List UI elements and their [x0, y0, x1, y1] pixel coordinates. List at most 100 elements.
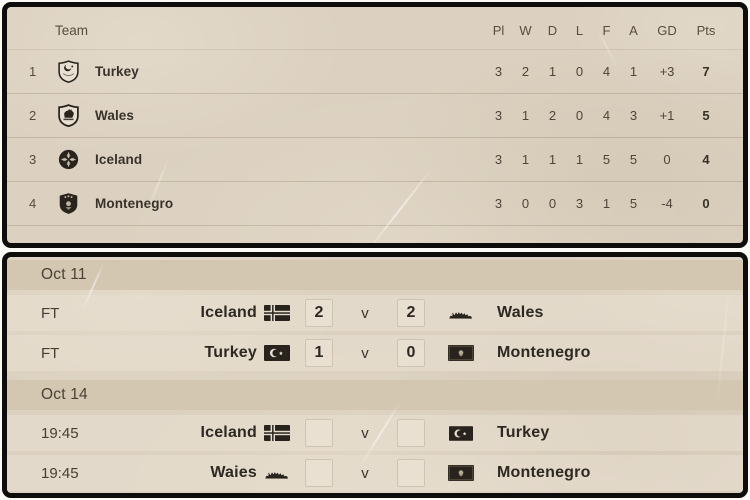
away-team-name: Wales [497, 304, 544, 321]
stat-against: 5 [629, 152, 638, 167]
stat-lost: 1 [575, 152, 584, 167]
stat-won: 0 [521, 196, 530, 211]
iceland-flag-icon [257, 425, 297, 441]
iceland-flag-icon [257, 305, 297, 321]
turkey-crest-icon [51, 60, 85, 83]
iceland-crest-icon [51, 148, 85, 171]
match-kickoff-time: 19:45 [41, 464, 79, 482]
header-lost: L [575, 23, 584, 38]
table-row-wales[interactable]: 2 Wales 3 1 2 0 4 3 +1 5 [7, 94, 743, 138]
table-row-iceland[interactable]: 3 Iceland 3 1 1 1 5 5 0 4 [7, 138, 743, 182]
rank: 4 [29, 196, 37, 211]
stat-goal-difference: +3 [659, 64, 675, 79]
stat-points: 5 [702, 108, 710, 123]
header-against: A [629, 23, 638, 38]
montenegro-flag-icon [433, 345, 489, 361]
stat-for: 4 [602, 108, 611, 123]
away-score-box: 2 [397, 299, 425, 327]
stat-lost: 0 [575, 64, 584, 79]
away-score-box [397, 419, 425, 447]
stat-drawn: 1 [548, 64, 557, 79]
versus-label: v [361, 344, 369, 362]
home-score-box: 1 [305, 339, 333, 367]
match-kickoff-time: 19:45 [41, 424, 79, 442]
home-score-box: 2 [305, 299, 333, 327]
stat-played: 3 [494, 108, 503, 123]
stat-lost: 3 [575, 196, 584, 211]
fixture-row-iceland-wales[interactable]: FT Iceland 2 v 2 Wales [7, 295, 743, 331]
versus-label: v [361, 424, 369, 442]
table-row-montenegro[interactable]: 4 Montenegro 3 0 0 3 1 5 -4 0 [7, 182, 743, 226]
stat-won: 1 [521, 152, 530, 167]
home-team-name: Turkey [204, 344, 257, 361]
versus-label: v [361, 464, 369, 482]
home-score-box [305, 459, 333, 487]
header-points: Pts [696, 23, 716, 38]
standings-table: Team Pl W D L F A GD Pts 1 Turkey 3 2 1 … [7, 7, 743, 226]
stat-played: 3 [494, 64, 503, 79]
header-won: W [519, 23, 532, 38]
home-team-name: Waies [210, 464, 257, 481]
home-team-name: Iceland [200, 304, 257, 321]
versus-label: v [361, 304, 369, 322]
rank: 1 [29, 64, 37, 79]
turkey-flag-icon [433, 426, 489, 441]
away-score-box: 0 [397, 339, 425, 367]
header-played: Pl [492, 23, 505, 38]
stat-won: 2 [521, 64, 530, 79]
wales-flag-icon [433, 306, 489, 320]
home-team-name: Iceland [200, 424, 257, 441]
header-team: Team [55, 23, 89, 38]
team-name: Turkey [95, 64, 139, 79]
stat-drawn: 2 [548, 108, 557, 123]
away-team-name: Montenegro [497, 344, 591, 361]
stat-for: 5 [602, 152, 611, 167]
standings-header-row: Team Pl W D L F A GD Pts [7, 12, 743, 50]
stat-for: 1 [602, 196, 611, 211]
stat-goal-difference: +1 [659, 108, 675, 123]
fixture-date-header: Oct 14 [7, 380, 743, 410]
stat-points: 0 [702, 196, 710, 211]
rank: 3 [29, 152, 37, 167]
header-drawn: D [547, 23, 558, 38]
home-score-box [305, 419, 333, 447]
stat-drawn: 0 [548, 196, 557, 211]
fixture-row-iceland-turkey[interactable]: 19:45 Iceland v Turkey [7, 415, 743, 451]
team-name: Wales [95, 108, 135, 123]
stat-goal-difference: -4 [661, 196, 673, 211]
header-goal-difference: GD [657, 23, 677, 38]
fixtures-list: Oct 11 FT Iceland 2 v 2 Wales FT Turkey … [7, 257, 743, 491]
wales-crest-icon [51, 104, 85, 127]
team-name: Montenegro [95, 196, 174, 211]
team-name: Iceland [95, 152, 143, 167]
stat-against: 5 [629, 196, 638, 211]
montenegro-flag-icon [433, 465, 489, 481]
stat-points: 7 [702, 64, 710, 79]
stat-goal-difference: 0 [663, 152, 671, 167]
table-row-turkey[interactable]: 1 Turkey 3 2 1 0 4 1 +3 7 [7, 50, 743, 94]
away-team-name: Turkey [497, 424, 550, 441]
stat-points: 4 [702, 152, 710, 167]
stat-won: 1 [521, 108, 530, 123]
stat-against: 1 [629, 64, 638, 79]
header-for: F [602, 23, 611, 38]
match-status: FT [41, 344, 60, 362]
rank: 2 [29, 108, 37, 123]
turkey-flag-icon [257, 345, 297, 361]
stat-played: 3 [494, 152, 503, 167]
fixture-row-wales-montenegro[interactable]: 19:45 Waies v Montenegro [7, 455, 743, 491]
wales-flag-icon [257, 466, 297, 480]
fixtures-panel: Oct 11 FT Iceland 2 v 2 Wales FT Turkey … [2, 252, 748, 498]
fixture-row-turkey-montenegro[interactable]: FT Turkey 1 v 0 Montenegro [7, 335, 743, 371]
stat-against: 3 [629, 108, 638, 123]
match-status: FT [41, 304, 60, 322]
stat-lost: 0 [575, 108, 584, 123]
stat-for: 4 [602, 64, 611, 79]
away-score-box [397, 459, 425, 487]
montenegro-crest-icon [51, 192, 85, 215]
stat-drawn: 1 [548, 152, 557, 167]
standings-panel: Team Pl W D L F A GD Pts 1 Turkey 3 2 1 … [2, 2, 748, 248]
away-team-name: Montenegro [497, 464, 591, 481]
stat-played: 3 [494, 196, 503, 211]
